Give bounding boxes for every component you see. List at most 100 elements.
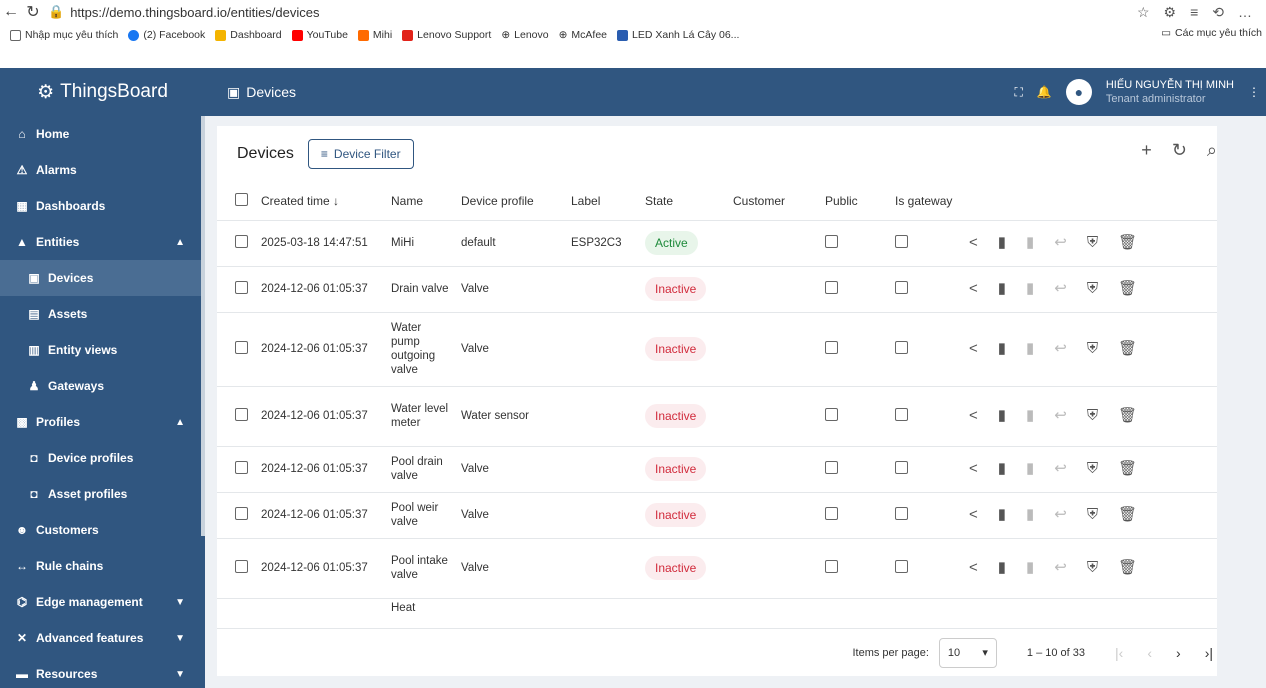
- sidebar-item-advanced-features[interactable]: ✕ Advanced features ▼: [0, 620, 205, 656]
- delete-icon[interactable]: 🗑: [1118, 407, 1138, 424]
- is-gateway-checkbox[interactable]: [895, 506, 908, 520]
- delete-icon[interactable]: 🗑: [1118, 280, 1138, 297]
- public-checkbox[interactable]: [825, 506, 838, 520]
- table-row[interactable]: 2024-12-06 01:05:37 Pool intake valve Valv…: [217, 537, 1217, 598]
- items-per-page-select[interactable]: 10 ▾: [938, 637, 997, 668]
- public-checkbox[interactable]: [825, 280, 838, 294]
- avatar[interactable]: ●: [1065, 79, 1092, 105]
- extensions-icon[interactable]: ⚙: [1163, 3, 1177, 20]
- table-row[interactable]: 2024-12-06 01:05:37 Pool weir valve Valve I…: [217, 491, 1217, 538]
- sidebar-item-profiles[interactable]: ▩ Profiles ▲: [0, 404, 205, 440]
- credentials-shield-icon[interactable]: ⛨: [1086, 407, 1099, 424]
- is-gateway-checkbox[interactable]: [895, 460, 908, 474]
- credentials-shield-icon[interactable]: ⛨: [1086, 559, 1099, 576]
- sidebar-item-rule-chains[interactable]: ↔ Rule chains: [16, 559, 104, 573]
- sidebar-item-entities[interactable]: ▲ Entities ▲: [0, 224, 205, 260]
- device-filter-button[interactable]: ≡ Device Filter: [307, 139, 414, 169]
- bookmark-item[interactable]: ⊕ McAfee: [558, 29, 608, 41]
- bookmark-item[interactable]: ⊕ Lenovo: [501, 29, 549, 41]
- table-row[interactable]: 2024-12-06 01:05:37 Drain valve Valve Inact…: [217, 265, 1217, 312]
- delete-icon[interactable]: 🗑: [1118, 340, 1138, 357]
- notification-bell-icon[interactable]: 🔔: [1036, 85, 1052, 99]
- star-icon[interactable]: ☆: [1136, 3, 1150, 20]
- previous-page-icon[interactable]: ‹: [1147, 644, 1153, 661]
- public-checkbox[interactable]: [825, 559, 838, 573]
- column-header-customer[interactable]: Customer: [733, 193, 786, 208]
- sidebar-item-resources[interactable]: ▬ Resources ▼: [16, 667, 185, 681]
- next-page-icon[interactable]: ›: [1176, 644, 1181, 661]
- bookmark-item[interactable]: Nhập mục yêu thích: [10, 29, 118, 41]
- sidebar-item-edge-management[interactable]: ⌬ Edge management ▼: [0, 584, 205, 620]
- table-row[interactable]: 2024-12-06 01:05:37 Water level meter Wate…: [217, 385, 1217, 446]
- row-checkbox[interactable]: [235, 340, 248, 354]
- back-icon[interactable]: ←: [3, 3, 19, 20]
- credentials-shield-icon[interactable]: ⛨: [1086, 506, 1099, 523]
- is-gateway-checkbox[interactable]: [895, 407, 908, 421]
- bookmark-item[interactable]: Lenovo Support: [402, 29, 491, 41]
- sidebar-item-entity-views[interactable]: ▥ Entity views: [0, 332, 205, 368]
- share-icon[interactable]: <: [969, 506, 978, 523]
- bookmark-item[interactable]: Dashboard: [215, 29, 282, 41]
- credentials-shield-icon[interactable]: ⛨: [1086, 280, 1099, 297]
- column-header-name[interactable]: Name: [391, 193, 424, 208]
- public-checkbox[interactable]: [825, 460, 838, 474]
- table-row[interactable]: Heat: [217, 597, 1217, 618]
- assign-customer-icon[interactable]: ▮: [997, 506, 1007, 523]
- logo[interactable]: ⚙ ThingsBoard: [0, 81, 205, 104]
- credentials-shield-icon[interactable]: ⛨: [1086, 234, 1099, 251]
- refresh-icon[interactable]: ↻: [1171, 140, 1187, 160]
- assign-customer-icon[interactable]: ▮: [997, 559, 1007, 576]
- bookmark-item[interactable]: Mihi: [357, 29, 392, 41]
- bookmark-item[interactable]: YouTube: [291, 29, 348, 41]
- row-checkbox[interactable]: [235, 460, 248, 474]
- assign-customer-icon[interactable]: ▮: [997, 280, 1007, 297]
- share-icon[interactable]: <: [969, 559, 978, 576]
- reply-icon[interactable]: ↩: [1054, 407, 1067, 424]
- row-checkbox[interactable]: [235, 559, 248, 573]
- address-bar[interactable]: 🔒 https://demo.thingsboard.io/entities/d…: [48, 4, 320, 20]
- public-checkbox[interactable]: [825, 340, 838, 354]
- assign-customer-icon[interactable]: ▮: [997, 407, 1007, 424]
- unassign-customer-icon[interactable]: ▮: [1026, 340, 1035, 357]
- share-icon[interactable]: <: [969, 234, 978, 251]
- assign-customer-icon[interactable]: ▮: [997, 234, 1007, 251]
- reply-icon[interactable]: ↩: [1054, 460, 1067, 477]
- search-icon[interactable]: ⌕: [1206, 140, 1217, 160]
- select-all-checkbox[interactable]: [235, 192, 248, 206]
- refresh-icon[interactable]: ↻: [26, 4, 40, 21]
- share-icon[interactable]: <: [969, 280, 978, 297]
- sidebar-item-device-profiles[interactable]: ◘ Device profiles: [0, 440, 205, 476]
- reply-icon[interactable]: ↩: [1054, 506, 1067, 523]
- more-icon[interactable]: …: [1238, 3, 1252, 20]
- bookmark-item[interactable]: (2) Facebook: [128, 29, 205, 41]
- share-icon[interactable]: <: [969, 460, 978, 477]
- delete-icon[interactable]: 🗑: [1118, 506, 1138, 523]
- user-info[interactable]: HIẾU NGUYỄN THỊ MINH Tenant administrato…: [1106, 78, 1234, 106]
- first-page-icon[interactable]: |‹: [1115, 644, 1124, 661]
- assign-customer-icon[interactable]: ▮: [997, 460, 1007, 477]
- delete-icon[interactable]: 🗑: [1118, 234, 1138, 251]
- sidebar-item-alarms[interactable]: ⚠ Alarms: [0, 152, 205, 188]
- unassign-customer-icon[interactable]: ▮: [1026, 407, 1035, 424]
- unassign-customer-icon[interactable]: ▮: [1026, 559, 1035, 576]
- column-header-public[interactable]: Public: [825, 193, 858, 208]
- column-header-device-profile[interactable]: Device profile: [461, 193, 534, 208]
- row-checkbox[interactable]: [235, 407, 248, 421]
- row-checkbox[interactable]: [235, 234, 248, 248]
- credentials-shield-icon[interactable]: ⛨: [1086, 460, 1099, 477]
- credentials-shield-icon[interactable]: ⛨: [1086, 340, 1099, 357]
- unassign-customer-icon[interactable]: ▮: [1026, 460, 1035, 477]
- is-gateway-checkbox[interactable]: [895, 280, 908, 294]
- last-page-icon[interactable]: ›|: [1204, 644, 1213, 661]
- add-icon[interactable]: +: [1141, 140, 1152, 160]
- reply-icon[interactable]: ↩: [1054, 340, 1067, 357]
- row-checkbox[interactable]: [235, 506, 248, 520]
- table-row[interactable]: 2025-03-18 14:47:51 MiHi default ESP32C3 Act…: [217, 219, 1217, 266]
- history-icon[interactable]: ⟲: [1212, 3, 1224, 20]
- sidebar-item-assets[interactable]: ▤ Assets: [0, 296, 205, 332]
- column-header-state[interactable]: State: [645, 193, 674, 208]
- row-checkbox[interactable]: [235, 280, 248, 294]
- share-icon[interactable]: <: [969, 407, 978, 424]
- unassign-customer-icon[interactable]: ▮: [1026, 506, 1035, 523]
- column-header-label[interactable]: Label: [571, 193, 601, 208]
